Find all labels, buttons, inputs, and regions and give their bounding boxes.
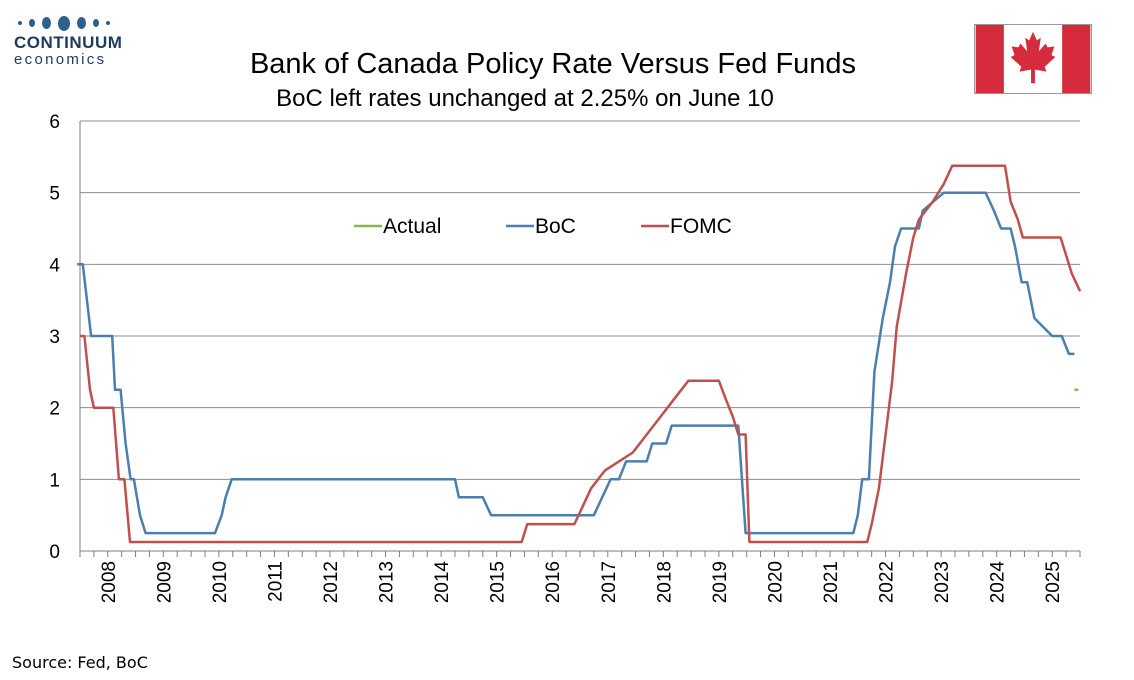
- logo-word-economics: economics: [14, 51, 107, 68]
- y-tick-label: 2: [49, 399, 60, 420]
- source-note: Source: Fed, BoC: [12, 653, 148, 672]
- series-lines: [77, 164, 1082, 544]
- x-tick-label: 2009: [154, 561, 175, 603]
- x-tick-label: 2015: [488, 561, 509, 603]
- x-tick-label: 2024: [988, 561, 1009, 604]
- axes: 0 1 2 3 4 5 6 2008 2009 2010 2011 2012 2013 2014 2015 2…: [49, 112, 1081, 604]
- y-tick-label: 5: [49, 184, 60, 205]
- x-tick-label: 2010: [210, 561, 231, 603]
- y-tick-label: 4: [49, 255, 60, 276]
- legend-label-boc: BoC: [535, 215, 576, 238]
- legend-label-fomc: FOMC: [670, 215, 732, 238]
- x-tick-label: 2011: [265, 561, 286, 602]
- logo-dots-icon: [14, 14, 134, 32]
- x-tick-label: 2014: [432, 561, 453, 604]
- legend-label-actual: Actual: [383, 215, 441, 238]
- y-tick-label: 3: [49, 327, 60, 348]
- canada-flag-icon: [974, 24, 1092, 94]
- x-tick-label: 2025: [1043, 561, 1064, 603]
- continuum-logo: CONTINUUM economics: [14, 14, 134, 68]
- logo-word-continuum: CONTINUUM: [14, 33, 123, 52]
- x-tick-label: 2023: [932, 561, 953, 603]
- chart-subtitle: BoC left rates unchanged at 2.25% on Jun…: [276, 85, 774, 112]
- x-tick-label: 2016: [543, 561, 564, 603]
- x-tick-label: 2012: [321, 561, 342, 603]
- y-tick-label: 1: [49, 470, 60, 491]
- x-tick-label: 2021: [821, 561, 842, 603]
- x-tick-label: 2022: [877, 561, 898, 603]
- x-tick-label: 2017: [599, 561, 620, 603]
- x-tick-label: 2020: [765, 561, 786, 603]
- grid-lines: [80, 120, 1080, 480]
- x-tick-label: 2013: [377, 561, 398, 603]
- x-tick-label: 2018: [654, 561, 675, 603]
- y-tick-label: 6: [49, 112, 60, 133]
- series-line-fomc: [80, 164, 1082, 544]
- x-tick-label: 2008: [99, 561, 120, 603]
- chart-legend: Actual BoC FOMC: [354, 215, 732, 238]
- chart-title: Bank of Canada Policy Rate Versus Fed Fu…: [250, 48, 856, 80]
- x-tick-label: 2019: [710, 561, 731, 603]
- series-line-boc: [77, 191, 1075, 535]
- y-tick-label: 0: [49, 542, 60, 563]
